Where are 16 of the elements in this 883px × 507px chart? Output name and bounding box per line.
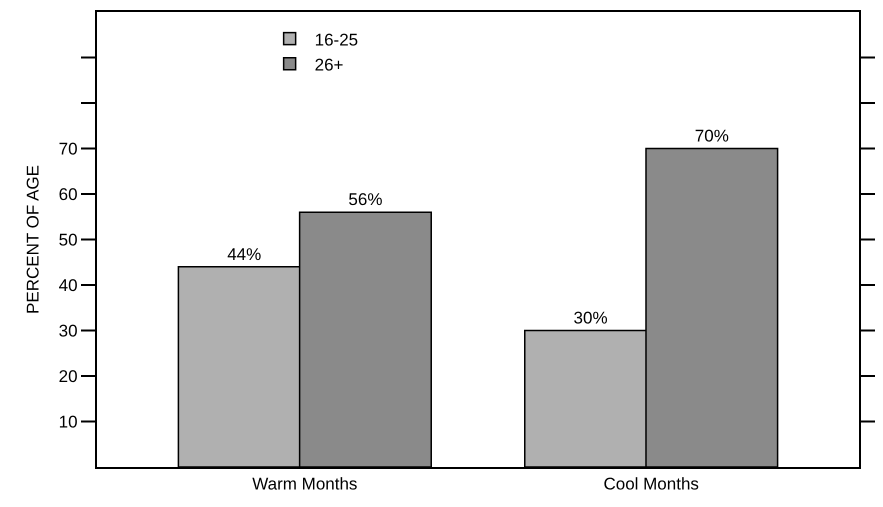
- legend-label: 16-25: [314, 30, 358, 50]
- data-label: 30%: [574, 308, 608, 328]
- y-tick-label: 70: [58, 139, 78, 158]
- x-tick-label: Cool Months: [603, 474, 699, 494]
- y-tick-label: 20: [58, 366, 78, 386]
- legend-label: 26+: [314, 55, 344, 74]
- y-tick-label: 60: [58, 184, 78, 204]
- data-label: 44%: [227, 244, 262, 264]
- data-label: 56%: [348, 190, 382, 210]
- y-tick-label: 30: [58, 321, 78, 340]
- data-label: 70%: [694, 126, 729, 146]
- x-tick-label: Warm Months: [252, 474, 358, 494]
- y-tick-label: 10: [58, 412, 78, 432]
- y-axis-title: PERCENT OF AGE: [24, 165, 43, 314]
- y-tick-label: 50: [58, 230, 78, 250]
- y-tick-label: 40: [58, 276, 78, 295]
